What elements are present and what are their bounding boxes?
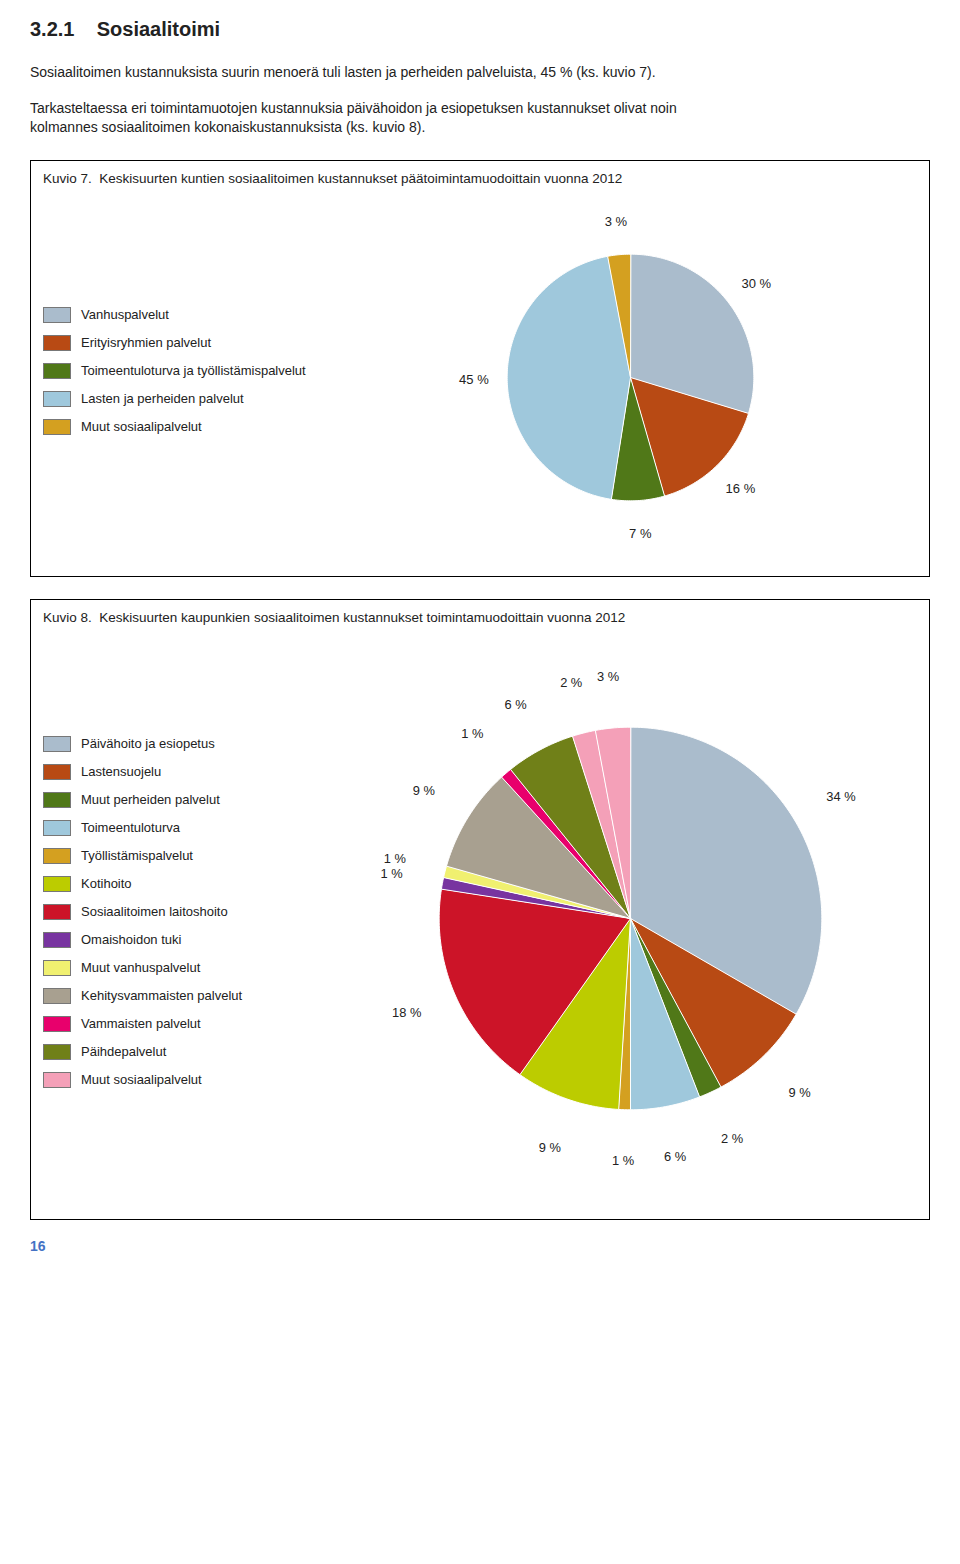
html-text:Muut sosiaalipalvelut: Muut sosiaalipalvelut [81,419,202,435]
html-text:Tarkasteltaessa eri toimintamu: Tarkasteltaessa eri toimintamuotojen kus… [30,99,677,116]
svg-text:16 %: 16 % [726,481,756,496]
html-text:3.2.1 Sosiaalitoimi: 3.2.1 Sosiaalitoimi [30,18,221,40]
svg-text:45 %: 45 % [459,372,489,387]
html-text:Toimeentuloturva: Toimeentuloturva [81,820,180,836]
html-text:Kuvio 7. Keskisuurten kuntien: Kuvio 7. Keskisuurten kuntien sosiaalito… [43,170,623,186]
svg-text:3 %: 3 % [597,668,619,683]
svg-text:9 %: 9 % [539,1140,561,1155]
html-text:kolmannes sosiaalitoimen kokon: kolmannes sosiaalitoimen kokonaiskustann… [30,119,426,136]
svg-text:2 %: 2 % [560,675,582,690]
svg-text:9 %: 9 % [413,782,435,797]
html-text:Kehitysvammaisten palvelut: Kehitysvammaisten palvelut [81,988,243,1004]
html-text:Vammaisten palvelut: Vammaisten palvelut [81,1016,201,1032]
svg-text:1 %: 1 % [384,851,406,866]
html-text:Lastensuojelu: Lastensuojelu [81,764,162,780]
html-text:Päihdepalvelut: Päihdepalvelut [81,1044,167,1060]
html-text:16: 16 [30,1237,46,1254]
html-text:Muut vanhuspalvelut: Muut vanhuspalvelut [81,960,201,976]
svg-text:3 %: 3 % [605,213,628,228]
html-text:Muut sosiaalipalvelut: Muut sosiaalipalvelut [81,1072,202,1088]
html-text:Työllistämispalvelut: Työllistämispalvelut [81,848,193,864]
html-text:Sosiaalitoimen kustannuksista: Sosiaalitoimen kustannuksista suurin men… [30,64,656,80]
html-text:Erityisryhmien palvelut: Erityisryhmien palvelut [81,335,211,351]
svg-text:7 %: 7 % [629,526,652,541]
html-text:Vanhuspalvelut: Vanhuspalvelut [81,307,169,323]
svg-text:18 %: 18 % [392,1005,421,1020]
svg-text:6 %: 6 % [504,696,526,711]
html-text:Kuvio 8. Keskisuurten kaupunki: Kuvio 8. Keskisuurten kaupunkien sosiaal… [43,609,626,625]
html-text:Sosiaalitoimen laitoshoito: Sosiaalitoimen laitoshoito [81,904,228,920]
svg-text:6 %: 6 % [664,1149,686,1164]
html-text:Lasten ja perheiden palvelut: Lasten ja perheiden palvelut [81,391,244,407]
html-text:Päivähoito ja esiopetus: Päivähoito ja esiopetus [81,736,215,752]
svg-text:34 %: 34 % [826,789,855,804]
svg-text:1 %: 1 % [612,1153,634,1168]
html-text:Muut perheiden palvelut: Muut perheiden palvelut [81,792,220,808]
html-text:Toimeentuloturva ja työllistäm: Toimeentuloturva ja työllistämispalvelut [81,363,306,379]
svg-text:1 %: 1 % [461,726,483,741]
svg-text:30 %: 30 % [742,276,772,291]
svg-text:9 %: 9 % [789,1085,811,1100]
svg-text:1 %: 1 % [381,866,403,881]
html-text:Omaishoidon tuki: Omaishoidon tuki [81,932,182,948]
html-text:Kotihoito: Kotihoito [81,876,132,892]
svg-text:2 %: 2 % [721,1131,743,1146]
